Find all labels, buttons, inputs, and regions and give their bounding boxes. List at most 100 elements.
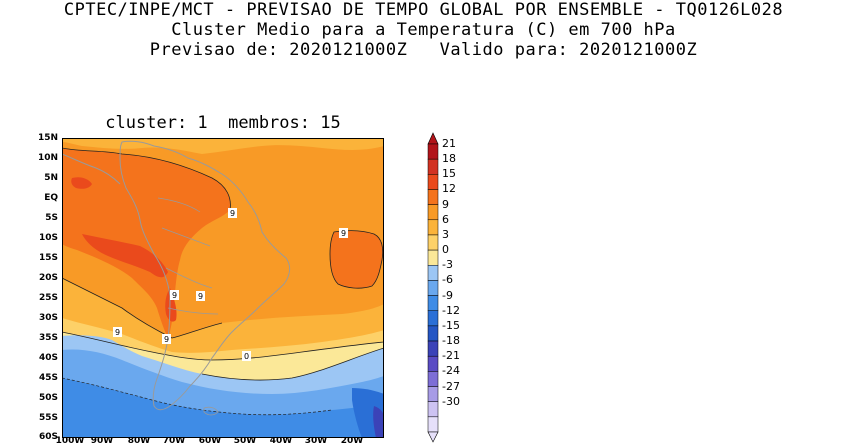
lon-label: 20W	[340, 436, 364, 446]
contour-label-text: 9	[341, 229, 346, 238]
colorbar-swatch	[427, 355, 439, 372]
lat-label: 55S	[38, 413, 58, 423]
header-title-line-2: Cluster Medio para a Temperatura (C) em …	[171, 20, 676, 40]
colorbar-swatch	[427, 265, 439, 281]
lon-label: 50W	[233, 436, 257, 446]
colorbar-swatch	[427, 280, 439, 296]
lon-label: 80W	[127, 436, 151, 446]
field-atlantic-warm	[330, 230, 383, 289]
lat-label: 25S	[38, 293, 58, 303]
field-neg9-neg6	[62, 378, 384, 438]
lon-label: 90W	[90, 436, 114, 446]
contour-label-text: 9	[115, 328, 120, 337]
colorbar-swatch	[427, 219, 439, 236]
field-15-18-small	[71, 177, 92, 189]
contour-neg6	[62, 377, 333, 416]
lon-label: 60W	[198, 436, 222, 446]
colorbar-label: 3	[442, 227, 449, 241]
lat-label: 5S	[45, 213, 58, 223]
colorbar-swatch	[427, 143, 439, 160]
contour-label: 9	[228, 208, 237, 218]
contour-label-text: 9	[172, 291, 177, 300]
colorbar-swatch	[427, 189, 439, 205]
colorbar-bottom-arrow	[427, 431, 439, 443]
colorbar-label: 12	[442, 182, 456, 196]
falklands-outline	[203, 406, 219, 416]
lat-label: 35S	[38, 333, 58, 343]
lon-label: 30W	[304, 436, 328, 446]
colorbar-swatch	[427, 295, 439, 311]
colorbar-label: 18	[442, 152, 456, 166]
field-15-18-andes	[165, 288, 177, 322]
map-frame	[62, 138, 384, 438]
contour-12-north	[62, 147, 231, 211]
colorbar-label: -9	[442, 288, 453, 302]
colorbar-swatch	[427, 386, 439, 402]
contour-label: 9	[113, 327, 122, 337]
field-neg15-neg12	[373, 406, 384, 438]
colorbar-label: 9	[442, 197, 449, 211]
contour-9	[62, 277, 223, 339]
lat-label: 40S	[38, 353, 58, 363]
colorbar-label: -6	[442, 273, 453, 287]
header-title-line-3: Previsao de: 2020121000Z Valido para: 20…	[149, 40, 698, 60]
colorbar-label: 6	[442, 212, 449, 226]
lat-label: 15N	[37, 133, 58, 143]
lon-label: 70W	[162, 436, 186, 446]
temperature-map: 9 9 9 9 9 9 0	[62, 138, 384, 438]
colorbar-swatch	[427, 174, 439, 190]
colorbar-swatch	[427, 204, 439, 221]
south-america-outline	[119, 140, 291, 411]
colorbar-label: -30	[442, 394, 460, 408]
lat-label: 5N	[44, 173, 58, 183]
central-america-outline	[62, 153, 121, 185]
contour-label-text: 0	[244, 352, 249, 361]
colorbar-label: -24	[442, 364, 460, 378]
colorbar-swatch	[427, 234, 439, 251]
field-15-18	[82, 234, 168, 278]
lat-label: 60S	[38, 432, 58, 442]
colorbar-swatch	[427, 158, 439, 175]
lon-label: 100W	[55, 436, 85, 446]
lat-label: 15S	[38, 253, 58, 263]
contour-label: 0	[242, 351, 251, 361]
lat-label: 10N	[37, 153, 58, 163]
contour-label: 9	[196, 291, 205, 301]
contour-3	[62, 331, 384, 361]
colorbar-label: 15	[442, 167, 456, 181]
lat-label: 45S	[38, 373, 58, 383]
lat-label: 20S	[38, 273, 58, 283]
lat-label: 50S	[38, 393, 58, 403]
contour-label-text: 9	[230, 209, 235, 218]
colorbar-label: -3	[442, 258, 453, 272]
header-title-line-1: CPTEC/INPE/MCT - PREVISAO DE TEMPO GLOBA…	[63, 0, 784, 20]
colorbar-swatch	[427, 416, 439, 433]
contour-label-text: 9	[164, 335, 169, 344]
lon-label: 40W	[269, 436, 293, 446]
lat-label: EQ	[44, 193, 58, 203]
colorbar-label: 0	[442, 243, 449, 257]
colorbar	[427, 132, 439, 443]
colorbar-label: -27	[442, 379, 460, 393]
contour-label: 9	[170, 290, 179, 300]
contour-label: 9	[339, 228, 348, 238]
contour-label: 9	[162, 334, 171, 344]
contour-0	[201, 347, 384, 381]
colorbar-swatch	[427, 310, 439, 327]
colorbar-swatch	[427, 325, 439, 342]
lat-label: 30S	[38, 313, 58, 323]
lat-label: 10S	[38, 233, 58, 243]
colorbar-label: -12	[442, 303, 460, 317]
colorbar-label: 21	[442, 137, 456, 150]
panel-subtitle: cluster: 1 membros: 15	[105, 113, 341, 133]
colorbar-swatch	[427, 371, 439, 387]
colorbar-top-arrow	[427, 132, 439, 145]
colorbar-swatch	[427, 340, 439, 357]
field-12-15	[62, 148, 231, 338]
colorbar-label: -18	[442, 334, 460, 348]
colorbar-swatch	[427, 401, 439, 418]
colorbar-label: -15	[442, 318, 460, 332]
colorbar-label: -21	[442, 349, 460, 363]
colorbar-swatch	[427, 249, 439, 266]
country-borders	[157, 197, 219, 315]
